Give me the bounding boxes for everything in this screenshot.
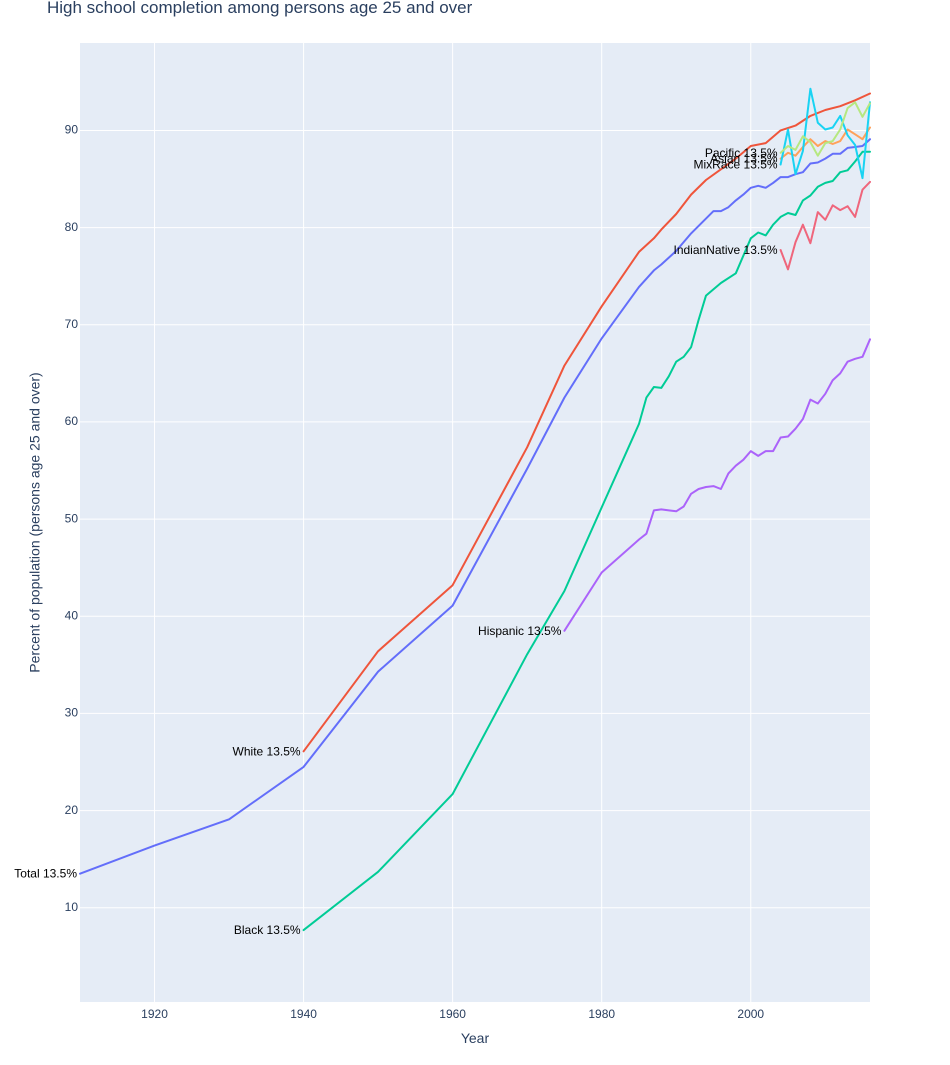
y-tick-label: 60 [65, 414, 79, 428]
y-tick-label: 30 [65, 706, 79, 720]
y-tick-label: 90 [65, 123, 79, 137]
chart-title: High school completion among persons age… [47, 0, 473, 17]
annotation-label: Pacific 13.5% [705, 146, 778, 160]
annotation-label: White 13.5% [233, 744, 301, 758]
x-axis-ticks: 1920 1940 1960 1980 2000 [141, 1007, 764, 1021]
series-lines [79, 87, 871, 932]
annotation-label: Total 13.5% [14, 867, 77, 881]
x-tick-label: 1920 [141, 1007, 168, 1021]
y-axis-ticks: 10 20 30 40 50 60 70 80 90 [65, 123, 79, 914]
annotation-label: Black 13.5% [234, 923, 301, 937]
y-tick-label: 50 [65, 511, 79, 525]
annotation-label: Asian 13.5% [710, 152, 778, 166]
x-axis-title: Year [461, 1030, 490, 1046]
annotation-label: Hispanic 13.5% [478, 624, 562, 638]
series-annotations: Total 13.5% White 13.5% Black 13.5% Hispani… [14, 146, 778, 937]
y-tick-label: 10 [65, 900, 79, 914]
annotation-label: IndianNative 13.5% [673, 243, 777, 257]
series-line-indiannative [779, 180, 871, 271]
series-line-asian [779, 126, 871, 160]
y-tick-label: 40 [65, 608, 79, 622]
y-tick-label: 20 [65, 803, 79, 817]
y-axis-title: Percent of population (persons age 25 an… [27, 372, 43, 672]
x-tick-label: 1940 [290, 1007, 317, 1021]
series-line-mixrace [779, 87, 871, 180]
series-line-total [79, 138, 871, 875]
series-line-hispanic [563, 338, 871, 632]
x-tick-label: 1960 [439, 1007, 466, 1021]
x-tick-label: 2000 [737, 1007, 764, 1021]
grid-lines [80, 43, 870, 1002]
y-tick-label: 70 [65, 317, 79, 331]
series-line-pacific [779, 101, 871, 157]
annotation-label: MixRace 13.5% [694, 157, 778, 171]
y-tick-label: 80 [65, 220, 79, 234]
plot-area [80, 43, 870, 1002]
x-tick-label: 1980 [588, 1007, 615, 1021]
series-line-black [302, 150, 871, 932]
